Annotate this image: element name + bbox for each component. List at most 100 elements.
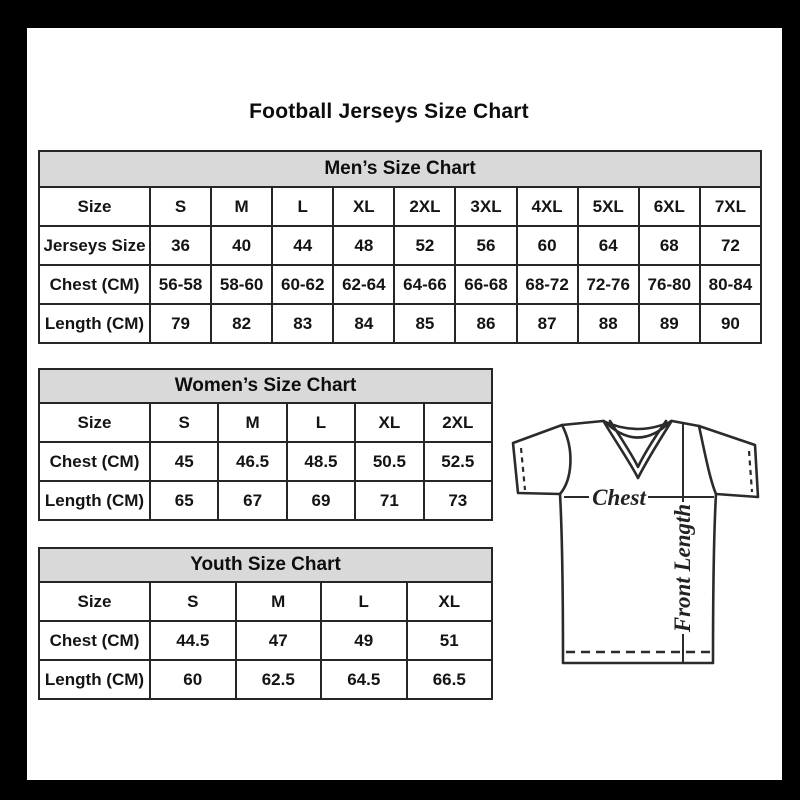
row-label: Jerseys Size	[38, 225, 151, 266]
table-cell: 88	[576, 303, 640, 344]
table-cell: 66.5	[405, 659, 493, 700]
table-cell: 7XL	[698, 186, 763, 227]
table-cell: 82	[210, 303, 274, 344]
table-cell: 49	[320, 620, 408, 661]
table-cell: 80-84	[698, 264, 763, 305]
table-cell: 4XL	[515, 186, 579, 227]
table-cell: 65	[148, 480, 220, 521]
right-cuff-stitch	[747, 450, 754, 493]
youth-table-header-row: Youth Size Chart	[38, 547, 493, 583]
collar-band-arc	[602, 419, 673, 439]
mens-size-table: Men’s Size Chart Size S M L XL 2XL 3XL 4…	[38, 150, 763, 344]
table-cell: 64-66	[393, 264, 457, 305]
table-cell: 64.5	[320, 659, 408, 700]
table-cell: 90	[698, 303, 763, 344]
table-cell: XL	[354, 402, 425, 443]
table-cell: L	[285, 402, 357, 443]
table-cell: 69	[285, 480, 357, 521]
table-cell: 45	[148, 441, 220, 482]
table-cell: 56	[454, 225, 518, 266]
mens-jerseys-size-row: Jerseys Size 36 40 44 48 52 56 60 64 68 …	[38, 225, 763, 266]
row-label: Size	[38, 186, 151, 227]
table-cell: S	[148, 186, 213, 227]
table-cell: 50.5	[354, 441, 425, 482]
table-cell: 2XL	[422, 402, 494, 443]
row-label: Length (CM)	[38, 659, 151, 700]
table-cell: XL	[332, 186, 396, 227]
front-length-label: Front Length	[670, 504, 695, 633]
table-cell: 68-72	[515, 264, 579, 305]
vneck-inner	[608, 419, 668, 469]
table-cell: M	[234, 581, 322, 622]
left-cuff-stitch	[519, 447, 527, 491]
table-cell: 62.5	[234, 659, 322, 700]
table-cell: 60	[515, 225, 579, 266]
table-cell: M	[217, 402, 288, 443]
table-cell: 86	[454, 303, 518, 344]
table-cell: 62-64	[332, 264, 396, 305]
table-cell: 36	[148, 225, 213, 266]
mens-chest-row: Chest (CM) 56-58 58-60 60-62 62-64 64-66…	[38, 264, 763, 305]
table-cell: 89	[637, 303, 701, 344]
row-label: Length (CM)	[38, 480, 151, 521]
table-cell: 79	[148, 303, 213, 344]
youth-size-table: Youth Size Chart Size S M L XL Chest (CM…	[38, 547, 493, 700]
youth-size-row: Size S M L XL	[38, 581, 493, 622]
table-cell: 6XL	[637, 186, 701, 227]
left-sleeve-seam	[558, 423, 572, 496]
table-cell: S	[148, 402, 220, 443]
row-label: Size	[38, 581, 151, 622]
table-cell: 40	[210, 225, 274, 266]
table-cell: 66-68	[454, 264, 518, 305]
row-label: Size	[38, 402, 151, 443]
womens-table-title: Women’s Size Chart	[38, 368, 493, 404]
table-cell: M	[210, 186, 274, 227]
row-label: Chest (CM)	[38, 264, 151, 305]
youth-length-row: Length (CM) 60 62.5 64.5 66.5	[38, 659, 493, 700]
table-cell: 48	[332, 225, 396, 266]
row-label: Length (CM)	[38, 303, 151, 344]
table-cell: 44	[271, 225, 335, 266]
womens-length-row: Length (CM) 65 67 69 71 73	[38, 480, 494, 521]
table-cell: 84	[332, 303, 396, 344]
jersey-outline	[511, 419, 760, 665]
table-cell: 2XL	[393, 186, 457, 227]
womens-size-table: Women’s Size Chart Size S M L XL 2XL Che…	[38, 368, 494, 521]
table-cell: 44.5	[149, 620, 237, 661]
table-cell: 72	[698, 225, 763, 266]
mens-size-row: Size S M L XL 2XL 3XL 4XL 5XL 6XL 7XL	[38, 186, 763, 227]
table-cell: 51	[405, 620, 493, 661]
youth-table-title: Youth Size Chart	[38, 547, 493, 583]
table-cell: 52.5	[422, 441, 494, 482]
table-cell: 56-58	[148, 264, 213, 305]
mens-length-row: Length (CM) 79 82 83 84 85 86 87 88 89 9…	[38, 303, 763, 344]
table-cell: 73	[422, 480, 494, 521]
womens-chest-row: Chest (CM) 45 46.5 48.5 50.5 52.5	[38, 441, 494, 482]
row-label: Chest (CM)	[38, 620, 151, 661]
table-cell: L	[320, 581, 408, 622]
table-cell: L	[271, 186, 335, 227]
table-cell: 76-80	[637, 264, 701, 305]
mens-size-chart: Men’s Size Chart Size S M L XL 2XL 3XL 4…	[38, 150, 763, 344]
womens-size-chart: Women’s Size Chart Size S M L XL 2XL Che…	[38, 368, 494, 521]
table-cell: 3XL	[454, 186, 518, 227]
page-title: Football Jerseys Size Chart	[249, 100, 529, 123]
mens-table-title: Men’s Size Chart	[38, 150, 762, 188]
table-cell: 85	[393, 303, 457, 344]
row-label: Chest (CM)	[38, 441, 151, 482]
table-cell: 5XL	[576, 186, 640, 227]
table-cell: XL	[405, 581, 493, 622]
chest-label: Chest	[592, 485, 646, 510]
table-cell: 64	[576, 225, 640, 266]
table-cell: 52	[393, 225, 457, 266]
table-cell: 87	[515, 303, 579, 344]
table-cell: 71	[354, 480, 425, 521]
table-cell: 46.5	[217, 441, 288, 482]
right-sleeve-seam	[697, 424, 718, 496]
table-cell: 47	[234, 620, 322, 661]
womens-size-row: Size S M L XL 2XL	[38, 402, 494, 443]
table-cell: 60-62	[271, 264, 335, 305]
youth-chest-row: Chest (CM) 44.5 47 49 51	[38, 620, 493, 661]
table-cell: 48.5	[285, 441, 357, 482]
